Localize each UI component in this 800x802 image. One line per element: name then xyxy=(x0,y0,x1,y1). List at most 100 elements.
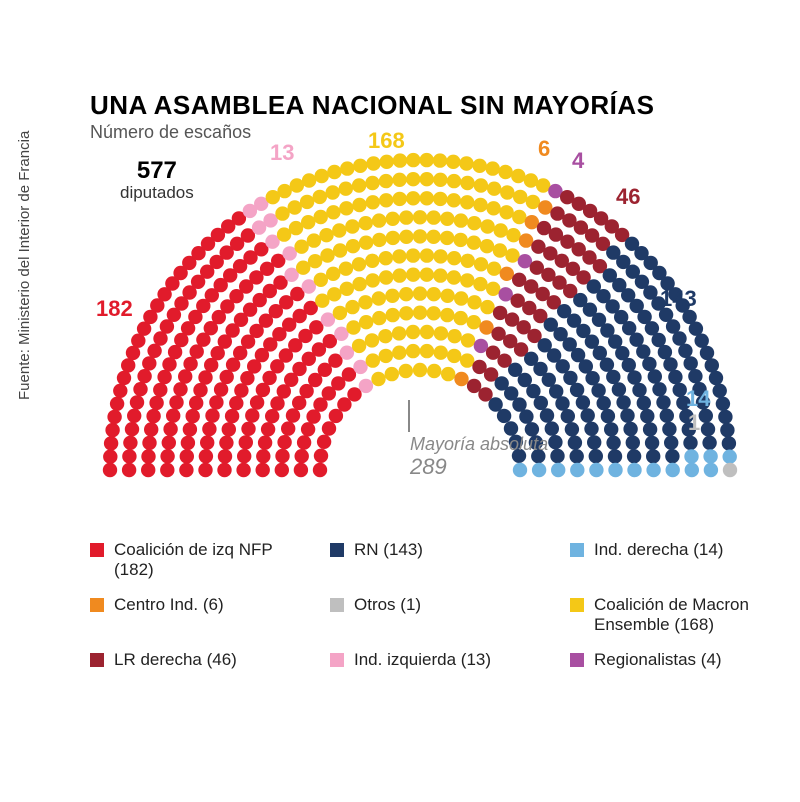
seat-dot xyxy=(604,422,618,436)
legend-text: LR derecha (46) xyxy=(114,650,237,670)
seat-dot xyxy=(333,306,347,320)
legend-swatch xyxy=(330,598,344,612)
seat-dot xyxy=(427,306,441,320)
seat-dot xyxy=(519,233,533,247)
seat-dot xyxy=(289,221,303,235)
seat-dot xyxy=(406,344,420,358)
seat-dot xyxy=(704,463,718,477)
seat-dot xyxy=(236,463,250,477)
seat-dot xyxy=(326,185,340,199)
seat-dot xyxy=(179,463,193,477)
seat-dot xyxy=(600,358,614,372)
seat-dot xyxy=(256,463,270,477)
seat-dot xyxy=(234,383,248,397)
seat-dot xyxy=(636,344,650,358)
seat-dot xyxy=(202,422,216,436)
seat-dot xyxy=(642,357,656,371)
seat-dot xyxy=(250,395,264,409)
seat-dot xyxy=(664,436,678,450)
seat-dot xyxy=(700,346,714,360)
legend-item: Coalición de Macron Ensemble (168) xyxy=(570,595,790,636)
seat-dot xyxy=(658,345,672,359)
majority-label: Mayoría absoluta 289 xyxy=(410,435,548,479)
seat-dot xyxy=(301,422,315,436)
seat-dot xyxy=(295,449,309,463)
seat-dot xyxy=(180,449,194,463)
seat-dot xyxy=(137,369,151,383)
seat-dot xyxy=(346,239,360,253)
seat-dot xyxy=(245,408,259,422)
seat-dot xyxy=(434,346,448,360)
seat-dot xyxy=(378,329,392,343)
legend-item: Coalición de izq NFP (182) xyxy=(90,540,310,581)
seat-dot xyxy=(359,236,373,250)
seat-dot xyxy=(178,369,192,383)
seat-dot xyxy=(467,236,481,250)
seat-dot xyxy=(487,182,501,196)
seat-dot xyxy=(440,212,454,226)
seat-dot xyxy=(486,161,500,175)
seat-dot xyxy=(199,449,213,463)
seat-dot xyxy=(500,185,514,199)
seat-dot xyxy=(622,358,636,372)
seat-dot xyxy=(576,395,590,409)
seat-dot xyxy=(163,422,177,436)
seat-dot xyxy=(358,295,372,309)
seat-dot xyxy=(300,195,314,209)
seat-dot xyxy=(565,422,579,436)
seat-dot xyxy=(486,201,500,215)
seat-dot xyxy=(665,449,679,463)
seat-dot xyxy=(534,396,548,410)
seat-dot xyxy=(277,435,291,449)
seat-dot xyxy=(121,358,135,372)
seat-dot xyxy=(275,206,289,220)
seat-dot xyxy=(473,198,487,212)
seat-dot xyxy=(608,449,622,463)
seat-dot xyxy=(555,396,569,410)
legend-text: Otros (1) xyxy=(354,595,421,615)
seat-dot xyxy=(526,195,540,209)
legend-item: Otros (1) xyxy=(330,595,550,636)
seat-dot xyxy=(551,463,565,477)
seat-dot xyxy=(662,422,676,436)
seat-dot xyxy=(372,291,386,305)
legend-item: RN (143) xyxy=(330,540,550,581)
seat-dot xyxy=(447,251,461,265)
seat-dot xyxy=(162,357,176,371)
seat-dot xyxy=(183,357,197,371)
seat-dot xyxy=(480,239,494,253)
seat-dot xyxy=(399,287,413,301)
legend-swatch xyxy=(90,598,104,612)
seat-dot xyxy=(540,408,554,422)
seat-dot xyxy=(427,364,441,378)
seat-dot xyxy=(141,449,155,463)
seat-dot xyxy=(393,153,407,167)
legend-swatch xyxy=(330,653,344,667)
seat-dot xyxy=(627,463,641,477)
seat-dot xyxy=(302,173,316,187)
legend-item: Regionalistas (4) xyxy=(570,650,790,670)
seat-dot xyxy=(110,397,124,411)
seat-dot xyxy=(103,463,117,477)
seat-dot xyxy=(294,463,308,477)
seat-dot xyxy=(327,165,341,179)
seat-dot xyxy=(229,396,243,410)
seat-dot xyxy=(294,240,308,254)
seat-dot xyxy=(406,268,420,282)
seat-dot xyxy=(688,369,702,383)
page: Fuente: Ministerio del Interior de Franc… xyxy=(0,0,800,802)
seat-dot xyxy=(467,216,481,230)
seat-dot xyxy=(713,384,727,398)
seat-dot xyxy=(198,370,212,384)
seat-dot xyxy=(460,176,474,190)
seat-dot xyxy=(486,282,500,296)
seat-dot xyxy=(103,450,117,464)
seat-dot xyxy=(505,248,519,262)
seat-dot xyxy=(413,286,427,300)
seat-dot xyxy=(480,300,494,314)
segment-label-lr: 46 xyxy=(616,184,640,210)
seat-dot xyxy=(144,422,158,436)
seat-dot xyxy=(640,409,654,423)
seat-dot xyxy=(275,463,289,477)
seat-dot xyxy=(314,210,328,224)
